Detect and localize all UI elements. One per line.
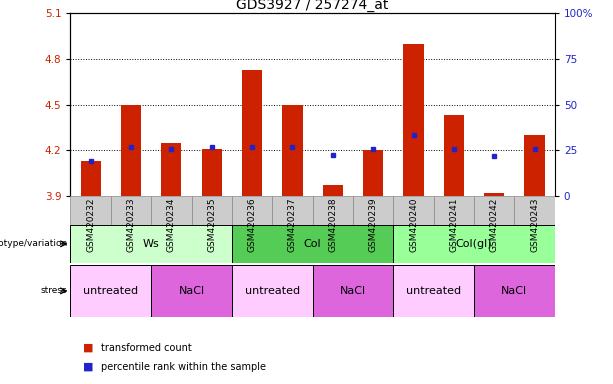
Text: genotype/variation: genotype/variation: [0, 239, 67, 248]
Bar: [202, 149, 222, 196]
Title: GDS3927 / 257274_at: GDS3927 / 257274_at: [237, 0, 389, 12]
Bar: [444, 115, 464, 196]
Text: untreated: untreated: [245, 286, 300, 296]
Text: ■: ■: [83, 343, 93, 353]
Bar: [353, 196, 394, 225]
Bar: [514, 196, 555, 225]
Text: GSM420238: GSM420238: [329, 197, 337, 252]
Text: Col(gl): Col(gl): [455, 239, 492, 249]
Bar: [151, 196, 191, 225]
Bar: [161, 142, 181, 196]
Bar: [433, 196, 474, 225]
Bar: [474, 196, 514, 225]
Bar: [394, 196, 434, 225]
Bar: [70, 225, 232, 263]
Bar: [80, 161, 101, 196]
Bar: [232, 225, 394, 263]
Bar: [394, 225, 555, 263]
Text: GSM420234: GSM420234: [167, 197, 176, 252]
Text: GSM420242: GSM420242: [490, 197, 499, 252]
Bar: [484, 193, 504, 196]
Text: ■: ■: [83, 362, 93, 372]
Text: GSM420239: GSM420239: [368, 197, 378, 252]
Bar: [242, 70, 262, 196]
Text: GSM420235: GSM420235: [207, 197, 216, 252]
Bar: [394, 265, 474, 317]
Bar: [283, 104, 303, 196]
Text: GSM420241: GSM420241: [449, 197, 459, 252]
Bar: [70, 265, 151, 317]
Bar: [272, 196, 313, 225]
Bar: [151, 265, 232, 317]
Bar: [474, 265, 555, 317]
Text: transformed count: transformed count: [101, 343, 192, 353]
Bar: [525, 135, 545, 196]
Text: percentile rank within the sample: percentile rank within the sample: [101, 362, 266, 372]
Text: NaCl: NaCl: [340, 286, 366, 296]
Text: GSM420236: GSM420236: [248, 197, 257, 252]
Bar: [111, 196, 151, 225]
Bar: [70, 196, 111, 225]
Bar: [232, 196, 272, 225]
Bar: [313, 196, 353, 225]
Text: GSM420243: GSM420243: [530, 197, 539, 252]
Text: untreated: untreated: [406, 286, 461, 296]
Text: GSM420232: GSM420232: [86, 197, 95, 252]
Bar: [403, 44, 424, 196]
Text: GSM420233: GSM420233: [126, 197, 135, 252]
Text: Ws: Ws: [143, 239, 159, 249]
Bar: [313, 265, 394, 317]
Bar: [322, 185, 343, 196]
Bar: [121, 104, 141, 196]
Text: Col: Col: [304, 239, 321, 249]
Text: stress: stress: [41, 286, 67, 295]
Text: GSM420237: GSM420237: [288, 197, 297, 252]
Bar: [191, 196, 232, 225]
Text: NaCl: NaCl: [501, 286, 527, 296]
Text: untreated: untreated: [83, 286, 139, 296]
Bar: [232, 265, 313, 317]
Text: NaCl: NaCl: [178, 286, 205, 296]
Bar: [363, 150, 383, 196]
Text: GSM420240: GSM420240: [409, 197, 418, 252]
